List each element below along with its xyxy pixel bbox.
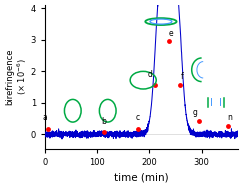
Text: f: f (181, 72, 184, 82)
Y-axis label: birefringence
($\times$ 10$^{-6}$): birefringence ($\times$ 10$^{-6}$) (5, 49, 29, 105)
Text: a: a (43, 113, 48, 122)
Text: d: d (148, 70, 152, 79)
X-axis label: time (min): time (min) (114, 172, 169, 182)
Text: g: g (192, 108, 197, 117)
Text: c: c (135, 113, 139, 122)
Text: n: n (227, 113, 232, 122)
Text: e: e (169, 29, 173, 38)
Text: b: b (101, 117, 106, 125)
